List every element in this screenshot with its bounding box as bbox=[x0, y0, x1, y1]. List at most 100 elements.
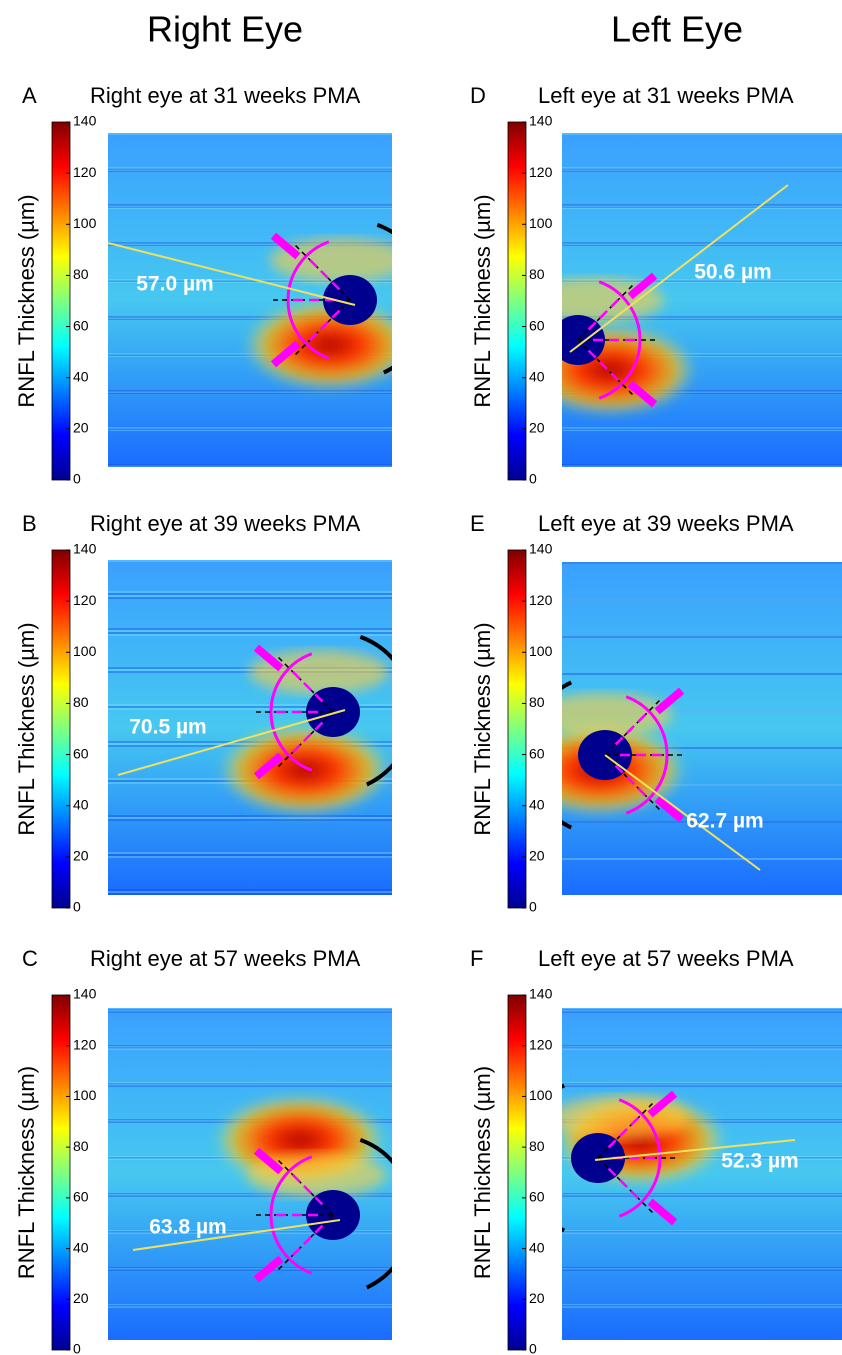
panel: C Right eye at 57 weeks PMA 0 20 40 60 80 100 12… bbox=[14, 946, 392, 1355]
tick-label: 120 bbox=[73, 164, 97, 180]
panel-title: Left eye at 39 weeks PMA bbox=[538, 511, 794, 536]
heatmap-streak bbox=[562, 133, 842, 135]
heatmap-streak bbox=[562, 1009, 842, 1011]
tick-label: 80 bbox=[529, 266, 545, 282]
pointer-arrow bbox=[253, 644, 284, 672]
heatmap-streak bbox=[108, 1195, 392, 1197]
heatmap-streak bbox=[108, 1045, 392, 1047]
heatmap-streak bbox=[108, 168, 392, 170]
heatmap-streak bbox=[562, 710, 842, 712]
pointer-arrow bbox=[253, 752, 284, 780]
heatmap-streak bbox=[562, 747, 842, 749]
pointer-arrow bbox=[253, 1255, 284, 1283]
heatmap-streak bbox=[108, 628, 392, 630]
tick-label: 60 bbox=[73, 745, 89, 761]
heatmap-streak bbox=[562, 1083, 842, 1085]
colorbar-label: RNFL Thickness (µm) bbox=[14, 1066, 39, 1279]
colorbar-label: RNFL Thickness (µm) bbox=[14, 194, 39, 407]
panel-title: Right eye at 31 weeks PMA bbox=[90, 83, 361, 108]
heatmap-streak bbox=[108, 279, 392, 281]
heatmap-streak bbox=[108, 1082, 392, 1084]
tick-label: 140 bbox=[73, 986, 97, 1002]
heatmap-streak bbox=[562, 243, 842, 245]
column-header: Right Eye bbox=[147, 9, 303, 50]
tick-label: 60 bbox=[529, 317, 545, 333]
annotation: 50.6 µm bbox=[694, 261, 771, 284]
panel: F Left eye at 57 weeks PMA 0 20 40 60 80 100 120… bbox=[470, 946, 842, 1355]
heatmap-streak bbox=[108, 889, 392, 891]
heatmap-streak bbox=[562, 428, 842, 430]
heatmap-streak bbox=[108, 854, 392, 856]
magenta-spoke bbox=[306, 309, 341, 344]
heatmap-streak bbox=[562, 1304, 842, 1306]
tick-label: 80 bbox=[529, 694, 545, 710]
heatmap-streak bbox=[108, 667, 392, 669]
heatmap-streak bbox=[562, 599, 842, 601]
tick-label: 40 bbox=[529, 368, 545, 384]
tick-label: 0 bbox=[73, 899, 81, 915]
colorbar-label: RNFL Thickness (µm) bbox=[14, 622, 39, 835]
heatmap-streak bbox=[108, 1048, 392, 1050]
heatmap-streak bbox=[562, 206, 842, 208]
heatmap-streak bbox=[562, 1084, 842, 1086]
heatmap-band bbox=[562, 325, 695, 415]
heatmap-image: 62.7 µm bbox=[562, 562, 842, 895]
heatmap-streak bbox=[108, 316, 392, 318]
heatmap-streak bbox=[562, 1269, 842, 1271]
heatmap-streak bbox=[562, 1230, 842, 1232]
tick-label: 80 bbox=[73, 266, 89, 282]
pointer-arrow bbox=[654, 795, 685, 823]
tick-label: 120 bbox=[529, 1036, 553, 1052]
heatmap-streak bbox=[562, 355, 842, 357]
tick-label: 120 bbox=[73, 1036, 97, 1052]
measurement-line bbox=[132, 1219, 341, 1251]
heatmap-streak bbox=[562, 673, 842, 675]
heatmap-streak bbox=[562, 636, 842, 638]
panel-letter: E bbox=[470, 511, 485, 536]
heatmap-streak bbox=[108, 1230, 392, 1232]
heatmap-streak bbox=[108, 893, 392, 895]
colorbar bbox=[507, 994, 527, 1351]
heatmap-streak bbox=[108, 1011, 392, 1013]
panel-letter: D bbox=[470, 83, 486, 108]
heatmap-streak bbox=[108, 391, 392, 393]
black-arc bbox=[359, 634, 392, 787]
heatmap-image: 50.6 µm bbox=[562, 133, 842, 467]
pointer-arrow bbox=[253, 1147, 284, 1175]
heatmap-streak bbox=[562, 636, 842, 638]
tick-label: 20 bbox=[529, 1290, 545, 1306]
heatmap-streak bbox=[562, 466, 842, 467]
heatmap-streak bbox=[562, 242, 842, 244]
panel-title: Left eye at 57 weeks PMA bbox=[538, 946, 794, 971]
column-header: Left Eye bbox=[611, 9, 743, 50]
tick-label: 100 bbox=[529, 215, 553, 231]
tick-label: 20 bbox=[73, 1290, 89, 1306]
heatmap-streak bbox=[108, 465, 392, 467]
heatmap-streak bbox=[562, 353, 842, 355]
heatmap-streak bbox=[108, 1267, 392, 1269]
tick-label: 140 bbox=[73, 541, 97, 557]
heatmap-streak bbox=[562, 599, 842, 601]
heatmap-streak bbox=[562, 316, 842, 318]
heatmap-image: 63.8 µm bbox=[108, 1008, 392, 1340]
heatmap-streak bbox=[562, 279, 842, 281]
tick-label: 120 bbox=[529, 164, 553, 180]
heatmap-streak bbox=[562, 1008, 842, 1010]
heatmap-streak bbox=[108, 169, 392, 171]
heatmap-streak bbox=[562, 1048, 842, 1050]
tick-label: 20 bbox=[529, 848, 545, 864]
colorbar-label: RNFL Thickness (µm) bbox=[470, 1066, 495, 1279]
colorbar bbox=[507, 549, 527, 909]
heatmap-streak bbox=[108, 244, 392, 246]
heatmap-streak bbox=[562, 858, 842, 860]
heatmap-streak bbox=[108, 1193, 392, 1195]
pointer-arrow bbox=[627, 380, 658, 408]
magenta-spoke bbox=[587, 349, 622, 384]
heatmap-image: 57.0 µm bbox=[108, 133, 392, 467]
heatmap-streak bbox=[562, 562, 842, 564]
colorbar-label: RNFL Thickness (µm) bbox=[470, 622, 495, 835]
tick-label: 0 bbox=[73, 471, 81, 487]
heatmap-streak bbox=[108, 243, 392, 245]
heatmap-streak bbox=[562, 204, 842, 206]
